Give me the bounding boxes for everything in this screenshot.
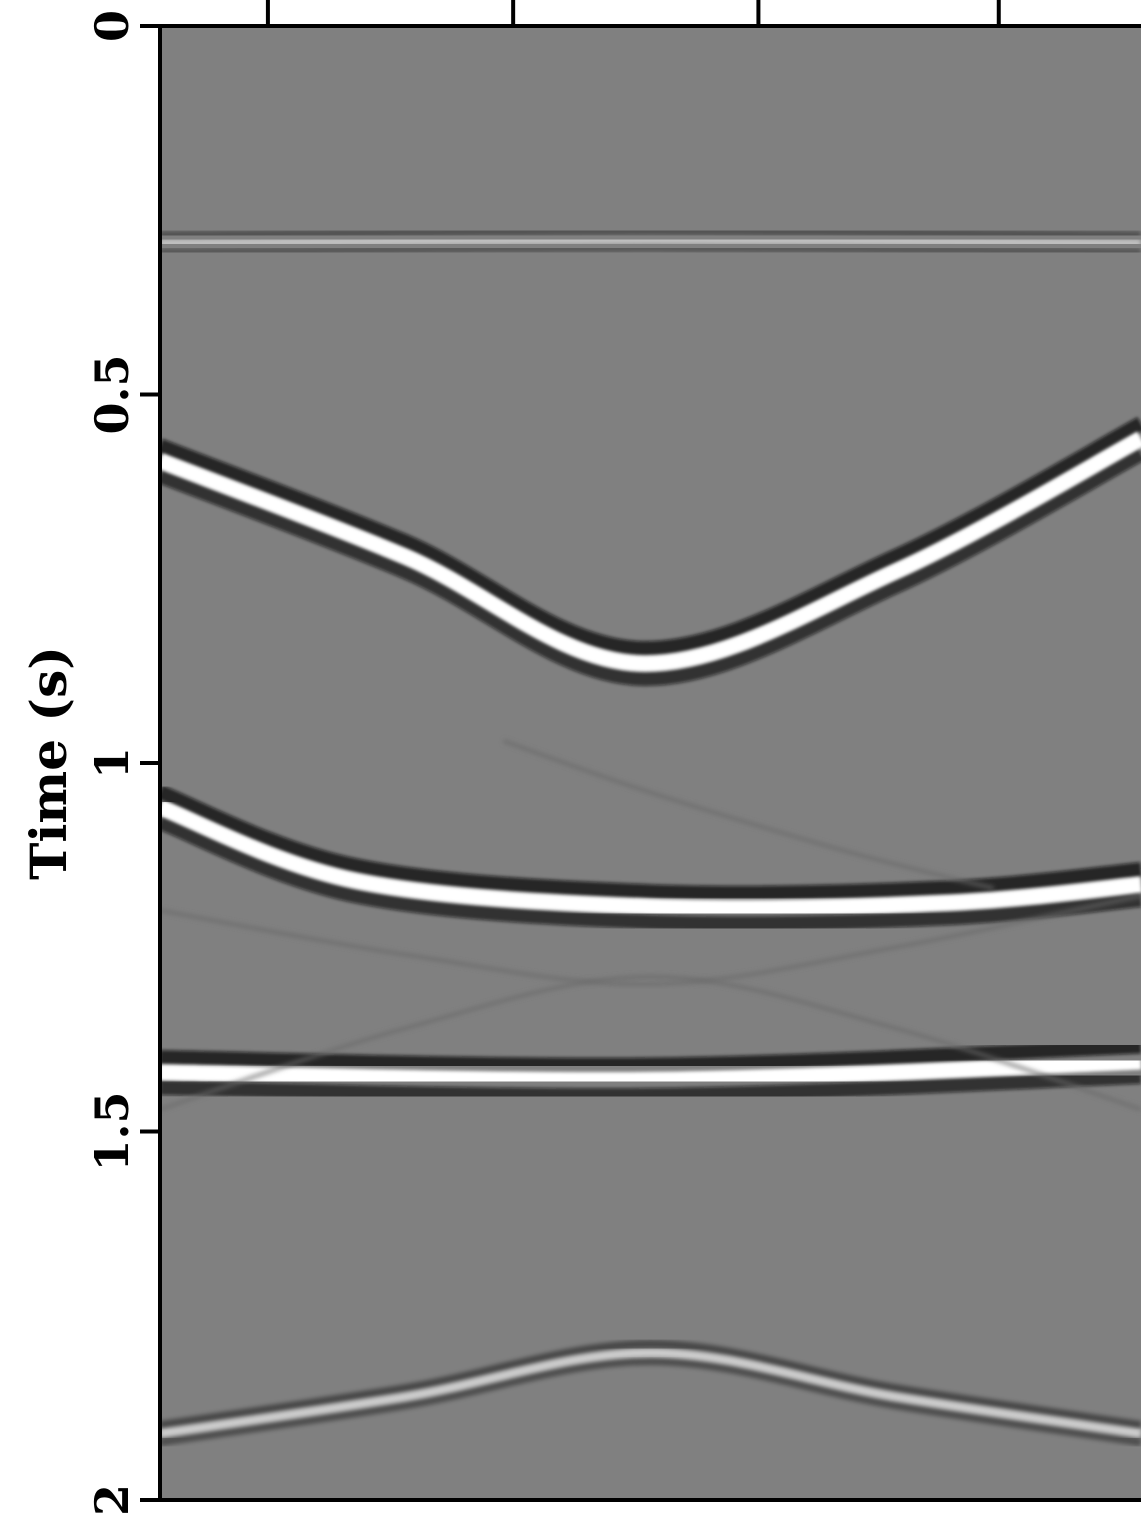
event-peak [160,799,1141,917]
y-tick-label: 0 [85,10,139,42]
y-tick-label: 1.5 [85,1091,139,1171]
faint-diffraction-tail [502,738,995,891]
event-lobe-lower [160,1069,1141,1103]
event-lobe-upper [160,785,1141,901]
event-lobe-lower [160,447,1141,686]
x-axis-ticks [265,0,1001,26]
event-lobe-upper [160,1339,1141,1430]
y-axis-label: Time (s) [19,646,78,880]
faint-diffraction-tail [160,974,1141,1112]
seismic-events [160,227,1141,1447]
event-lobe-upper [160,417,1141,656]
event-lobe-upper [160,227,1141,239]
event-lobe-lower [160,815,1141,931]
event-hyperbola [160,417,1141,686]
y-axis-ticks: 0 0.5 1 1.5 2 [85,10,160,1515]
y-tick-label: 0.5 [85,354,139,434]
event-peak [160,431,1141,672]
event-flat [160,227,1141,257]
event-lobe-lower [160,244,1141,257]
faint-diffraction-tail [160,893,1141,987]
plot-area [160,26,1141,1500]
event-curve [160,785,1141,931]
y-tick-label: 2 [85,1484,139,1515]
event-diffraction [160,1339,1141,1447]
event-lobe-upper [160,1039,1141,1073]
event-lobe-lower [160,1357,1141,1447]
event-peak [160,235,1141,248]
event-peak [160,1348,1141,1439]
y-tick-label: 1 [85,747,139,779]
